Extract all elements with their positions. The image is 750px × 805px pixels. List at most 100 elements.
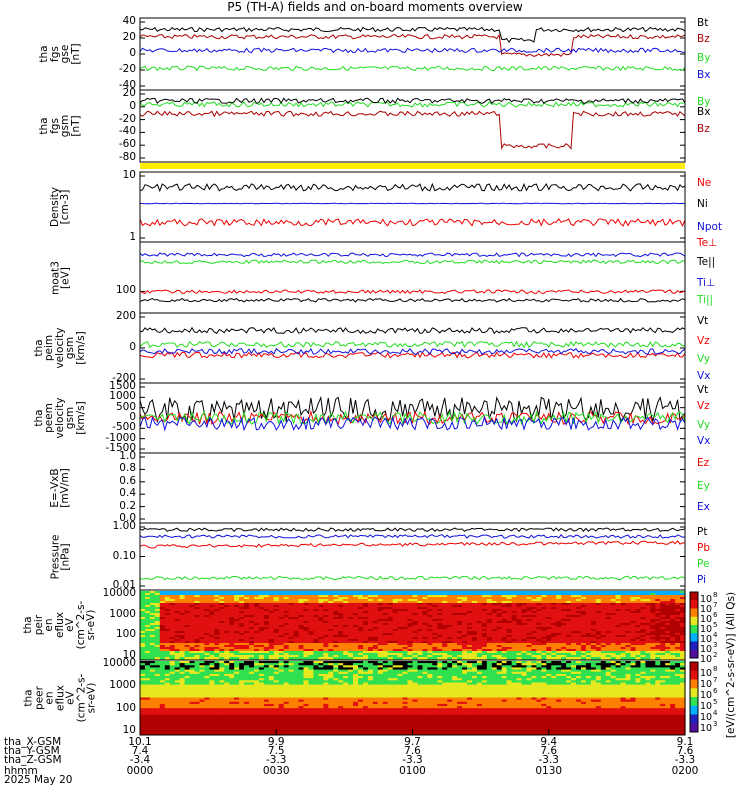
series-fgs_gse-Bt: [140, 27, 685, 42]
panel-peir-ytick: 1000: [96, 609, 136, 620]
series-pressure-Pi: [140, 535, 685, 538]
legend-peim_velocity-Vy: Vy: [697, 354, 710, 365]
series-fgs_gse-Bz: [140, 35, 685, 57]
panel-peir-ytick: 10000: [96, 588, 136, 599]
colorbar-bottom-exp: 5: [713, 697, 717, 708]
panel-fgs_gse-ytick: -20: [96, 64, 136, 75]
legend-temperature-Ti⊥: Ti⊥: [697, 278, 715, 289]
panel-fgs_gsm-ytick: 0: [96, 101, 136, 112]
panel-peer-ytick: 10000: [96, 658, 136, 669]
series-pressure-Pt: [140, 528, 685, 531]
panel-peem_velocity-ylabel: tha peem velocity gsm [km/s]: [30, 383, 90, 453]
colorbar-bottom-tick: 10: [700, 723, 712, 734]
colorbar-top-tick: 10: [700, 654, 712, 665]
panel-fgs_gse-ytick: 40: [96, 16, 136, 27]
legend-pressure-Pb: Pb: [697, 543, 710, 554]
panel-fgs_gsm-ytick: -80: [96, 152, 136, 163]
series-temperature-Te⊥: [140, 290, 685, 294]
panel-peer-ytick: 10: [96, 725, 136, 736]
colorbar-bottom-exp: 6: [713, 686, 717, 697]
legend-fgs_gse-Bz: Bz: [697, 34, 710, 45]
panel-peim_velocity: [140, 313, 685, 383]
legend-peim_velocity-Vx: Vx: [697, 371, 710, 382]
colorbar-top-exp: 2: [713, 650, 717, 661]
panel-fgs_gsm-ylabel: tha fgs gsm [nT]: [30, 90, 90, 162]
panel-efield-ytick: 1.0: [96, 451, 136, 462]
panel-density-ytick: 1: [96, 232, 136, 243]
panel-peer-ytick: 1000: [96, 680, 136, 691]
series-fgs_gsm-Bx: [140, 98, 685, 103]
legend-efield-Ex: Ex: [697, 502, 710, 513]
panel-fgs_gsm: [140, 90, 685, 162]
x-axis-value-t: 0100: [383, 766, 443, 777]
panel-pressure-ylabel: Pressure [nPa]: [30, 523, 90, 590]
colorbar-bottom-exp: 7: [713, 675, 717, 686]
panel-peir-ylabel: tha peir en eflux eV (cm^2-s- sr-eV): [30, 590, 90, 660]
colorbar-bottom-tick: 10: [700, 668, 712, 679]
legend-temperature-Te||: Te||: [697, 257, 715, 268]
panel-pressure: [140, 523, 685, 590]
colorbar-bottom-exp: 4: [713, 708, 717, 719]
legend-peem_velocity-Vx: Vx: [697, 436, 710, 447]
panel-density-ytick: 10: [96, 170, 136, 181]
x-axis-value-t: 0030: [246, 766, 306, 777]
panel-fgs_gsm-ytick: -40: [96, 126, 136, 137]
colorbar-bottom-tick: 10: [700, 690, 712, 701]
panel-fgs_gse-ylabel: tha fgs gse [nT]: [30, 18, 90, 90]
legend-density-Ni: Ni: [697, 199, 708, 210]
colorbar-bottom: [690, 662, 698, 733]
panel-peer-ytick: 100: [96, 703, 136, 714]
panel-peem_velocity: [140, 383, 685, 453]
panel-fgs_gsm-ytick: 20: [96, 88, 136, 99]
panel-fgs_gsm-ytick: -20: [96, 114, 136, 125]
panel-peim_velocity-ytick: 200: [96, 311, 136, 322]
legend-fgs_gsm-Bz: Bz: [697, 124, 710, 135]
legend-density-Npot: Npot: [697, 222, 722, 233]
colorbar-bottom-exp: 3: [713, 719, 717, 730]
x-axis-row-label: 2025 May 20: [4, 775, 72, 786]
series-temperature-Ti⊥: [140, 253, 685, 257]
panel-fgs_gsm-ytick: -60: [96, 139, 136, 150]
panel-peir: [140, 590, 686, 660]
legend-temperature-Te⊥: Te⊥: [697, 238, 717, 249]
panel-temperature-ytick: 100: [96, 285, 136, 296]
panel-density-ylabel: Density [cm-3]: [30, 172, 90, 242]
series-pressure-Pe: [140, 576, 685, 579]
panel-temperature: [140, 242, 685, 313]
panel-temperature-ylabel: moat3 [eV]: [30, 242, 90, 313]
colorbar-bottom-tick: 10: [700, 679, 712, 690]
legend-pressure-Pe: Pe: [697, 559, 709, 570]
panel-efield: [140, 453, 685, 523]
panel-density: [140, 172, 685, 242]
colorbar-label: [eV/(cm^2-s-sr-eV)] (All Qs): [726, 525, 740, 805]
legend-fgs_gse-Bt: Bt: [697, 18, 708, 29]
colorbar-bottom-tick: 10: [700, 701, 712, 712]
panel-efield-ytick: 0.8: [96, 463, 136, 474]
panel-peer-ylabel: tha peer en eflux eV (cm^2-s- sr-eV): [30, 660, 90, 735]
panel-peer: [140, 660, 686, 735]
series-fgs_gse-Bx: [140, 48, 685, 52]
panel-peim_velocity-ytick: 0: [96, 342, 136, 353]
series-density-Ni: [140, 184, 685, 191]
panel-fgs_gse-ytick: 20: [96, 32, 136, 43]
legend-fgs_gse-Bx: Bx: [697, 70, 710, 81]
series-peim_velocity-Vx: [140, 349, 685, 355]
legend-temperature-Ti||: Ti||: [697, 295, 713, 306]
legend-peem_velocity-Vz: Vz: [697, 401, 710, 412]
legend-fgs_gse-By: By: [697, 53, 710, 64]
legend-peim_velocity-Vz: Vz: [697, 336, 710, 347]
colorbar-bottom-tick: 10: [700, 712, 712, 723]
legend-pressure-Pi: Pi: [697, 575, 706, 586]
series-temperature-Te||: [140, 299, 685, 303]
series-fgs_gsm-Bz: [140, 111, 685, 149]
legend-peem_velocity-Vy: Vy: [697, 420, 710, 431]
quality-flag-bar: [140, 163, 685, 169]
panel-efield-ylabel: E=-VxB [mV/m]: [30, 453, 90, 523]
series-density-Ne: [140, 219, 685, 226]
x-axis-value-t: 0000: [110, 766, 170, 777]
legend-efield-Ez: Ez: [697, 458, 709, 469]
colorbar-bottom-exp: 8: [713, 664, 717, 675]
panel-efield-ytick: 0.4: [96, 488, 136, 499]
panel-fgs_gse: [140, 18, 685, 90]
